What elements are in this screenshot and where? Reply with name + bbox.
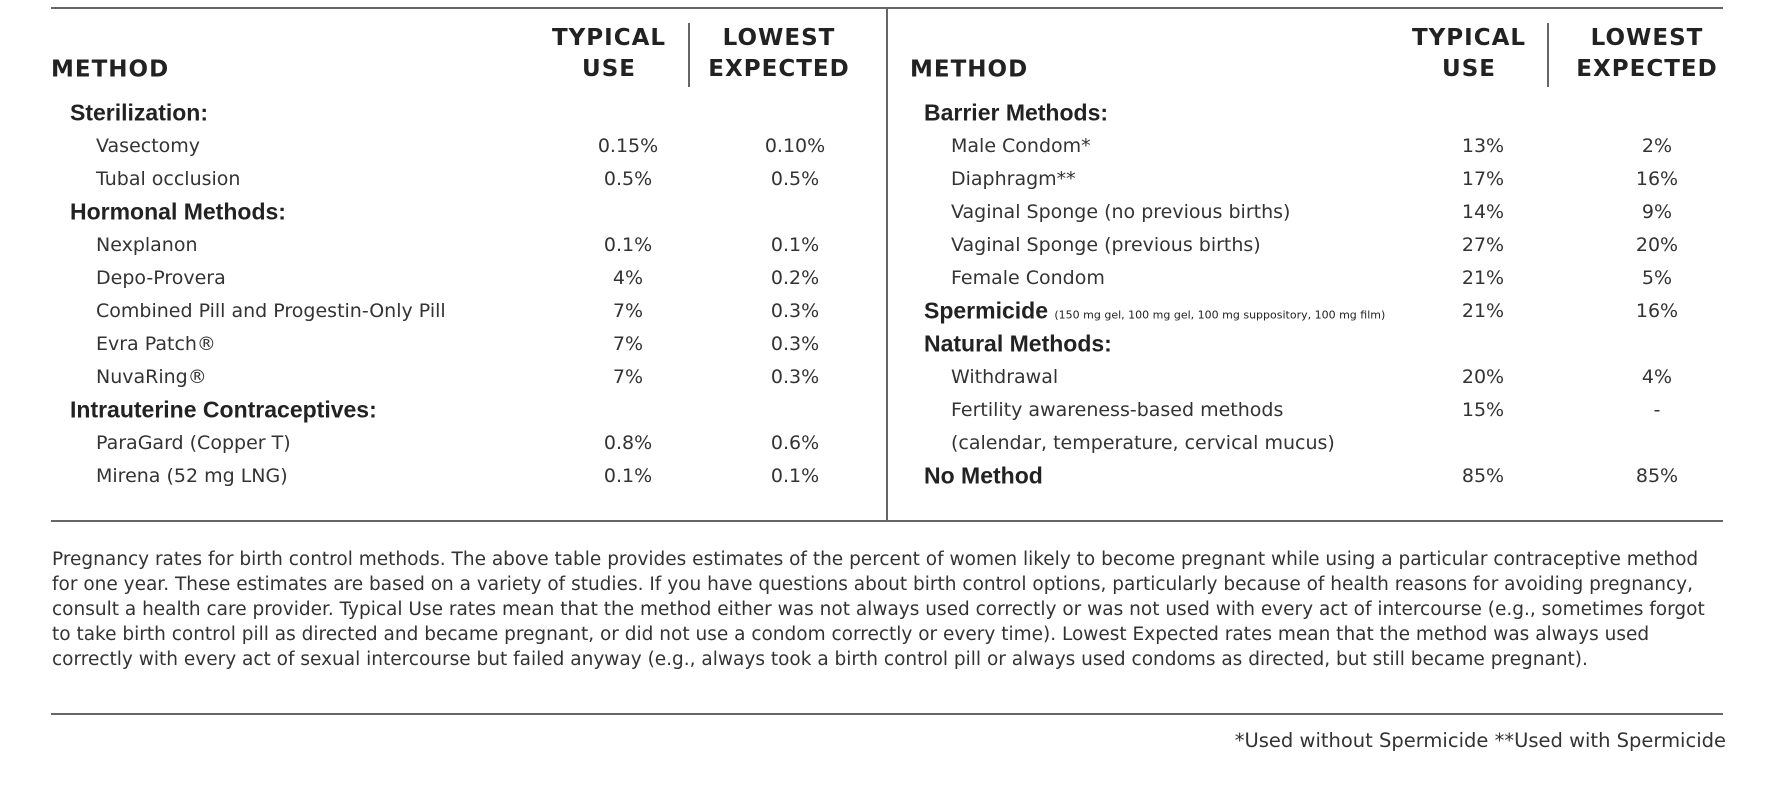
method-name: NuvaRing® (96, 366, 207, 388)
lowest-value: 2% (1641, 135, 1673, 157)
header-method: METHOD (51, 56, 170, 83)
lowest-value: 0.2% (770, 267, 820, 289)
method-name: Vaginal Sponge (no previous births) (951, 201, 1291, 223)
typical-value: 0.15% (597, 135, 659, 157)
method-name: Female Condom (951, 267, 1105, 289)
typical-value: 0.1% (603, 465, 653, 487)
method-name: Combined Pill and Progestin-Only Pill (96, 300, 446, 322)
lowest-value: 0.1% (770, 234, 820, 256)
typical-value: 17% (1461, 168, 1505, 190)
group-heading: Intrauterine Contraceptives: (70, 396, 377, 423)
method-name: Vaginal Sponge (previous births) (951, 234, 1261, 256)
heading-text: Spermicide (924, 297, 1048, 324)
method-name: Male Condom* (951, 135, 1091, 157)
typical-value: 21% (1461, 267, 1505, 289)
header-typical-use: TYPICAL USE (551, 25, 667, 82)
group-heading: Spermicide (150 mg gel, 100 mg gel, 100 … (924, 298, 1385, 325)
lowest-value: 0.5% (770, 168, 820, 190)
typical-value: 20% (1461, 366, 1505, 388)
lowest-value: 9% (1641, 201, 1673, 223)
lowest-value: 0.6% (770, 432, 820, 454)
lowest-value: 5% (1641, 267, 1673, 289)
lowest-value: 16% (1635, 168, 1679, 190)
header-typical-use: TYPICAL USE (1411, 25, 1527, 82)
lowest-value: 0.10% (764, 135, 826, 157)
group-heading: Barrier Methods: (924, 99, 1109, 126)
typical-value: 4% (612, 267, 644, 289)
typical-value: 15% (1461, 399, 1505, 421)
group-heading: Sterilization: (70, 99, 209, 126)
method-detail: (calendar, temperature, cervical mucus) (951, 432, 1335, 454)
typical-value: 7% (612, 300, 644, 322)
lowest-value: 0.3% (770, 333, 820, 355)
group-heading: No Method (924, 462, 1043, 489)
method-name: Nexplanon (96, 234, 198, 256)
center-divider (886, 8, 888, 521)
method-name: Vasectomy (96, 135, 201, 157)
header-separator (1547, 23, 1549, 87)
typical-value: 0.1% (603, 234, 653, 256)
lowest-value: 4% (1641, 366, 1673, 388)
header-lowest-expected: LOWEST EXPECTED (1576, 25, 1718, 82)
heading-note: (150 mg gel, 100 mg gel, 100 mg supposit… (1054, 308, 1386, 322)
lowest-value: 0.3% (770, 300, 820, 322)
method-name: Tubal occlusion (96, 168, 241, 190)
typical-value: 0.5% (603, 168, 653, 190)
lowest-value: 85% (1635, 465, 1679, 487)
typical-value: 85% (1461, 465, 1505, 487)
lowest-value: 0.3% (770, 366, 820, 388)
typical-value: 27% (1461, 234, 1505, 256)
caption-rule (51, 713, 1723, 715)
typical-value: 7% (612, 366, 644, 388)
lowest-value: 16% (1635, 300, 1679, 322)
typical-value: 7% (612, 333, 644, 355)
group-heading: Natural Methods: (924, 330, 1112, 357)
table-bottom-rule (51, 520, 1723, 522)
method-name: Depo-Provera (96, 267, 226, 289)
header-method: METHOD (910, 56, 1029, 83)
lowest-value: - (1653, 399, 1661, 421)
method-name: Fertility awareness-based methods (951, 399, 1284, 421)
group-heading: Hormonal Methods: (70, 198, 286, 225)
typical-value: 14% (1461, 201, 1505, 223)
typical-value: 21% (1461, 300, 1505, 322)
header-separator (688, 23, 690, 87)
lowest-value: 20% (1635, 234, 1679, 256)
typical-value: 0.8% (603, 432, 653, 454)
method-name: ParaGard (Copper T) (96, 432, 291, 454)
method-name: Withdrawal (951, 366, 1059, 388)
caption: Pregnancy rates for birth control method… (52, 549, 1705, 670)
typical-value: 13% (1461, 135, 1505, 157)
lowest-value: 0.1% (770, 465, 820, 487)
method-name: Evra Patch® (96, 333, 216, 355)
header-lowest-expected: LOWEST EXPECTED (708, 25, 850, 82)
method-name: Mirena (52 mg LNG) (96, 465, 288, 487)
footnote: *Used without Spermicide **Used with Spe… (1234, 729, 1726, 752)
method-name: Diaphragm** (951, 168, 1076, 190)
